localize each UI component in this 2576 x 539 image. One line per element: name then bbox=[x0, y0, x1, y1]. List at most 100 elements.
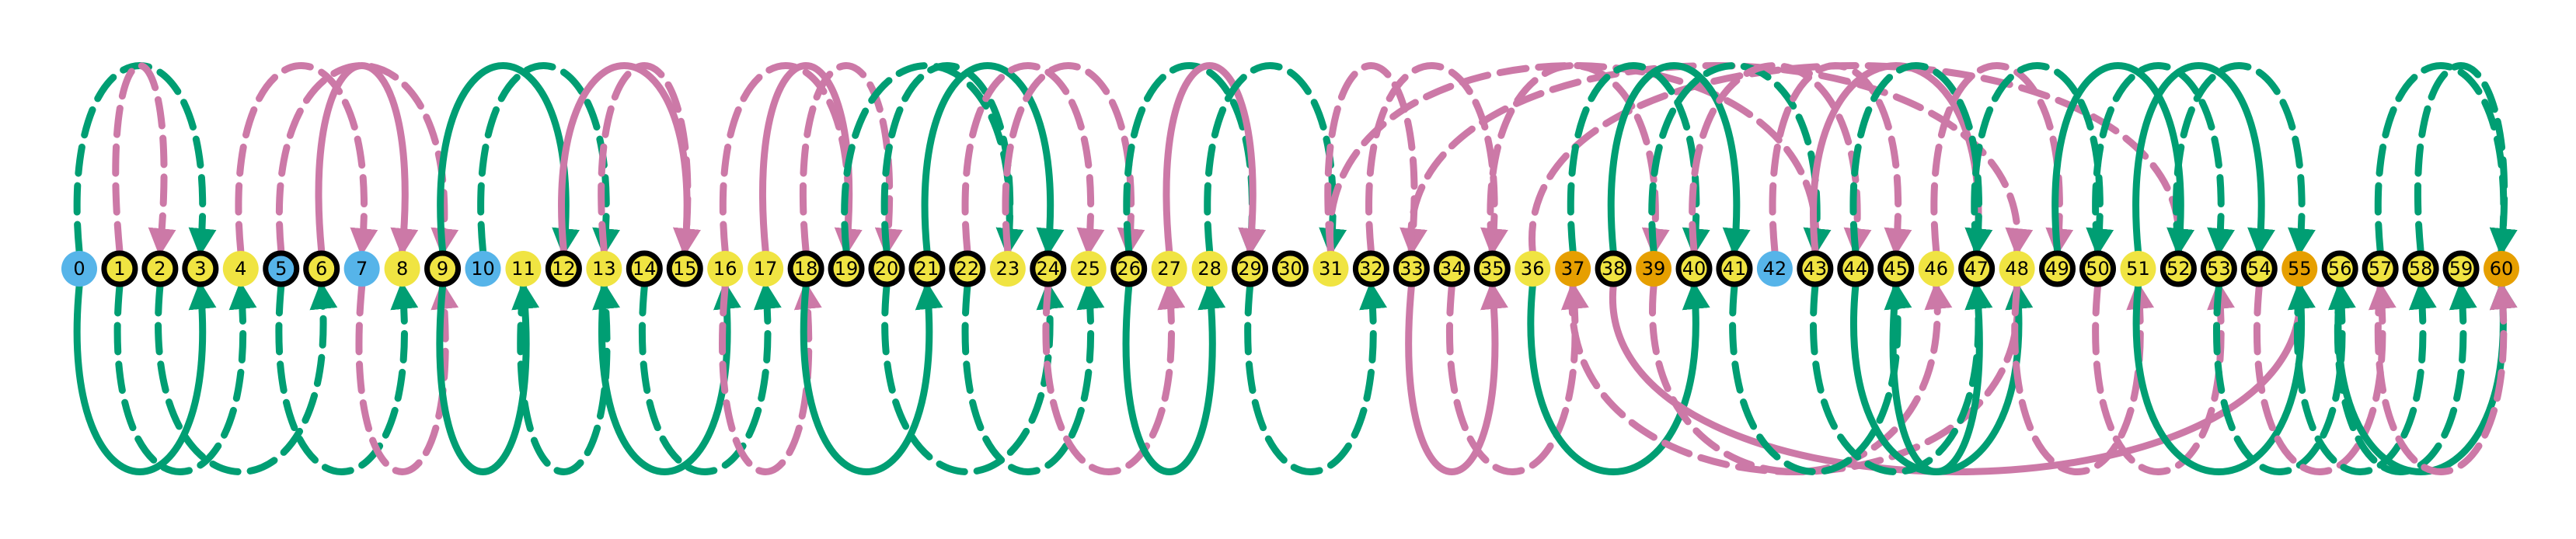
node-label-2: 2 bbox=[154, 258, 166, 280]
nodes-layer: 0 1 2 3 4 5 6 7 8 9 10 11 12 13 14 15 16 17 18 19 20 21 22 23 24… bbox=[61, 250, 2519, 287]
node-circle-12 bbox=[545, 250, 582, 287]
edge-35-39 bbox=[1487, 62, 1670, 257]
node-label-46: 46 bbox=[1924, 258, 1948, 280]
node-circle-5 bbox=[263, 250, 300, 287]
edge-24-27 bbox=[1042, 280, 1186, 475]
node-circle-43 bbox=[1797, 250, 1834, 287]
node-15: 15 bbox=[666, 250, 703, 287]
node-31: 31 bbox=[1312, 251, 1349, 287]
node-label-22: 22 bbox=[956, 258, 980, 280]
node-circle-17 bbox=[748, 251, 784, 287]
node-27: 27 bbox=[1151, 251, 1187, 287]
node-17: 17 bbox=[748, 251, 784, 287]
node-circle-52 bbox=[2159, 250, 2197, 287]
edge-31-43 bbox=[1326, 62, 1832, 257]
edge-22-25 bbox=[961, 62, 1105, 257]
node-29: 29 bbox=[1232, 250, 1269, 287]
node-label-58: 58 bbox=[2409, 258, 2433, 280]
node-circle-54 bbox=[2240, 250, 2278, 287]
edge-26-28 bbox=[1122, 280, 1226, 475]
node-label-31: 31 bbox=[1319, 258, 1343, 280]
node-56: 56 bbox=[2321, 250, 2358, 287]
edge-18-21 bbox=[800, 280, 943, 475]
node-4: 4 bbox=[222, 251, 259, 287]
node-circle-40 bbox=[1675, 250, 1713, 287]
node-label-4: 4 bbox=[235, 258, 246, 280]
node-1: 1 bbox=[101, 250, 138, 287]
node-42: 42 bbox=[1756, 251, 1793, 287]
node-label-41: 41 bbox=[1723, 258, 1747, 280]
edge-1-4 bbox=[113, 280, 257, 475]
node-circle-34 bbox=[1433, 250, 1470, 287]
node-circle-0 bbox=[61, 251, 97, 287]
node-circle-55 bbox=[2281, 251, 2318, 287]
node-circle-38 bbox=[1595, 250, 1632, 287]
node-circle-41 bbox=[1716, 250, 1753, 287]
node-circle-20 bbox=[868, 250, 905, 287]
node-label-48: 48 bbox=[2005, 258, 2029, 280]
edge-21-24 bbox=[921, 62, 1065, 257]
node-label-39: 39 bbox=[1642, 258, 1666, 280]
node-label-59: 59 bbox=[2449, 258, 2473, 280]
node-40: 40 bbox=[1675, 250, 1713, 287]
node-label-30: 30 bbox=[1278, 258, 1302, 280]
node-label-1: 1 bbox=[113, 258, 125, 280]
edge-57-60 bbox=[2374, 280, 2518, 475]
node-circle-35 bbox=[1473, 250, 1511, 287]
node-label-55: 55 bbox=[2288, 258, 2312, 280]
node-13: 13 bbox=[586, 251, 622, 287]
node-34: 34 bbox=[1433, 250, 1470, 287]
node-circle-48 bbox=[1999, 251, 2035, 287]
node-label-47: 47 bbox=[1964, 258, 1989, 280]
node-circle-46 bbox=[1918, 251, 1954, 287]
node-21: 21 bbox=[908, 250, 946, 287]
edge-55-58 bbox=[2293, 280, 2437, 475]
node-50: 50 bbox=[2079, 250, 2116, 287]
node-circle-50 bbox=[2079, 250, 2116, 287]
node-circle-44 bbox=[1837, 250, 1874, 287]
node-label-38: 38 bbox=[1602, 258, 1626, 280]
node-49: 49 bbox=[2039, 250, 2076, 287]
edge-4-7 bbox=[235, 62, 378, 257]
node-label-60: 60 bbox=[2490, 258, 2514, 280]
node-circle-18 bbox=[787, 250, 824, 287]
node-circle-51 bbox=[2120, 251, 2156, 287]
node-label-5: 5 bbox=[275, 258, 287, 280]
edge-40-44 bbox=[1689, 62, 1872, 257]
node-label-16: 16 bbox=[713, 258, 737, 280]
edge-1-2 bbox=[112, 62, 176, 257]
node-label-57: 57 bbox=[2369, 258, 2393, 280]
node-circle-31 bbox=[1312, 251, 1349, 287]
node-label-51: 51 bbox=[2126, 258, 2150, 280]
edge-31-33 bbox=[1324, 62, 1427, 257]
node-label-24: 24 bbox=[1037, 258, 1061, 280]
node-55: 55 bbox=[2281, 251, 2318, 287]
node-circle-42 bbox=[1756, 251, 1793, 287]
node-label-25: 25 bbox=[1076, 258, 1100, 280]
node-circle-53 bbox=[2200, 250, 2237, 287]
node-6: 6 bbox=[303, 250, 340, 287]
node-22: 22 bbox=[949, 250, 986, 287]
edge-51-55 bbox=[2132, 280, 2316, 475]
node-label-3: 3 bbox=[194, 258, 206, 280]
node-circle-36 bbox=[1515, 251, 1551, 287]
edge-36-52 bbox=[1529, 62, 2194, 257]
node-circle-13 bbox=[586, 251, 622, 287]
node-11: 11 bbox=[505, 251, 542, 287]
node-label-0: 0 bbox=[73, 258, 85, 280]
node-circle-19 bbox=[828, 250, 865, 287]
edge-38-41 bbox=[1607, 62, 1751, 257]
node-label-26: 26 bbox=[1117, 258, 1141, 280]
node-label-28: 28 bbox=[1197, 258, 1222, 280]
edge-34-37 bbox=[1445, 280, 1589, 475]
node-47: 47 bbox=[1958, 250, 1996, 287]
node-9: 9 bbox=[424, 250, 462, 287]
node-51: 51 bbox=[2120, 251, 2156, 287]
node-35: 35 bbox=[1473, 250, 1511, 287]
edge-5-8 bbox=[275, 280, 419, 475]
node-circle-22 bbox=[949, 250, 986, 287]
node-circle-14 bbox=[626, 250, 663, 287]
node-14: 14 bbox=[626, 250, 663, 287]
node-25: 25 bbox=[1070, 251, 1107, 287]
node-label-20: 20 bbox=[875, 258, 899, 280]
